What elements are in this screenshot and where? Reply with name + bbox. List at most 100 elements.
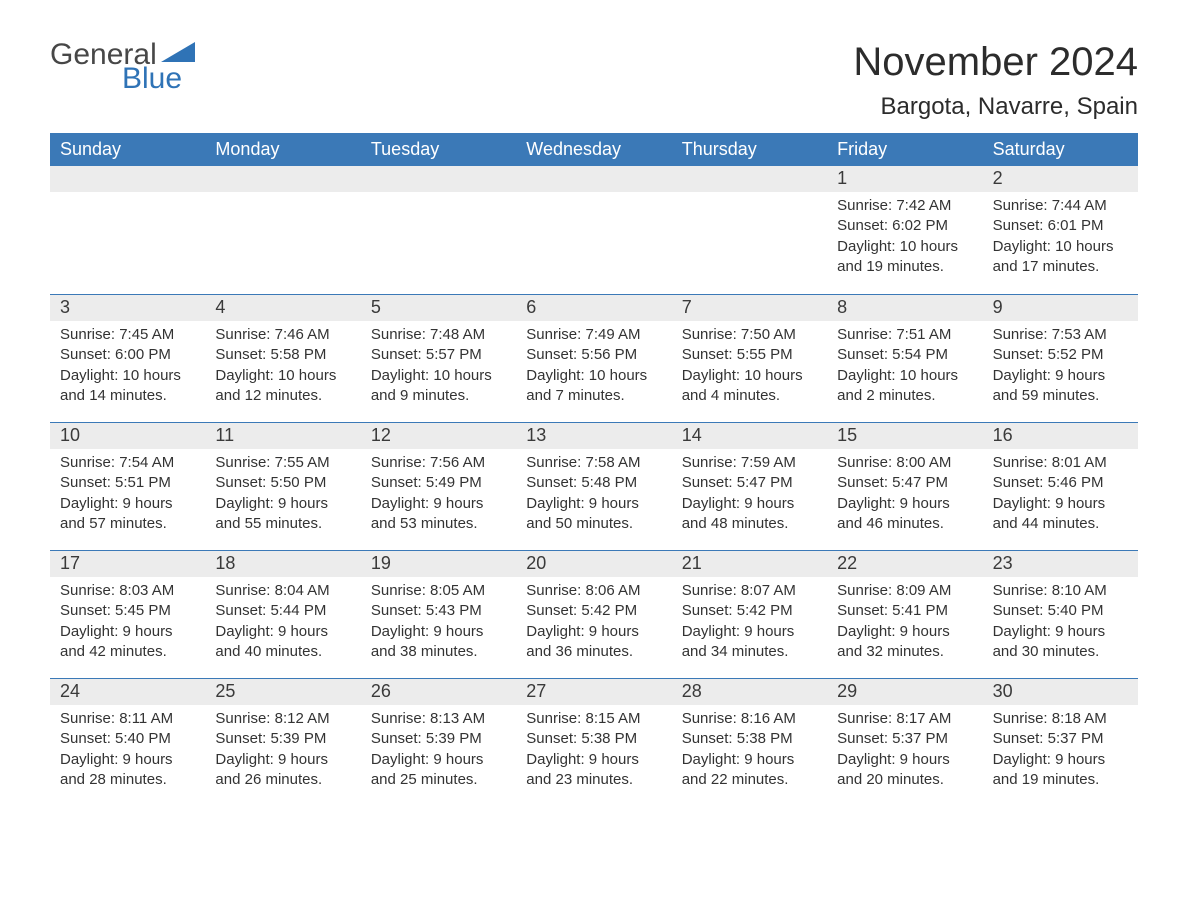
- calendar-day-cell: 29Sunrise: 8:17 AMSunset: 5:37 PMDayligh…: [827, 679, 982, 806]
- calendar-day-cell: 21Sunrise: 8:07 AMSunset: 5:42 PMDayligh…: [672, 551, 827, 678]
- calendar-day-cell: 16Sunrise: 8:01 AMSunset: 5:46 PMDayligh…: [983, 423, 1138, 550]
- sunrise-text: Sunrise: 7:42 AM: [837, 196, 972, 216]
- day-number: 5: [361, 295, 516, 321]
- daylight-text: Daylight: 9 hours and 26 minutes.: [215, 750, 350, 791]
- day-details: Sunrise: 8:01 AMSunset: 5:46 PMDaylight:…: [983, 449, 1138, 548]
- weekday-label: Sunday: [50, 133, 205, 166]
- day-details: Sunrise: 7:51 AMSunset: 5:54 PMDaylight:…: [827, 321, 982, 420]
- sunrise-text: Sunrise: 8:00 AM: [837, 453, 972, 473]
- weekday-label: Saturday: [983, 133, 1138, 166]
- sunset-text: Sunset: 5:37 PM: [993, 729, 1128, 749]
- sunrise-text: Sunrise: 8:10 AM: [993, 581, 1128, 601]
- daylight-text: Daylight: 9 hours and 44 minutes.: [993, 494, 1128, 535]
- sunset-text: Sunset: 5:37 PM: [837, 729, 972, 749]
- daylight-text: Daylight: 9 hours and 59 minutes.: [993, 366, 1128, 407]
- day-number: [361, 166, 516, 192]
- sunrise-text: Sunrise: 7:49 AM: [526, 325, 661, 345]
- sunrise-text: Sunrise: 7:48 AM: [371, 325, 506, 345]
- calendar-day-cell: 28Sunrise: 8:16 AMSunset: 5:38 PMDayligh…: [672, 679, 827, 806]
- calendar-day-cell: 6Sunrise: 7:49 AMSunset: 5:56 PMDaylight…: [516, 295, 671, 422]
- sunset-text: Sunset: 6:01 PM: [993, 216, 1128, 236]
- day-details: Sunrise: 7:44 AMSunset: 6:01 PMDaylight:…: [983, 192, 1138, 291]
- sunrise-text: Sunrise: 8:13 AM: [371, 709, 506, 729]
- day-details: Sunrise: 8:13 AMSunset: 5:39 PMDaylight:…: [361, 705, 516, 804]
- daylight-text: Daylight: 9 hours and 40 minutes.: [215, 622, 350, 663]
- daylight-text: Daylight: 9 hours and 36 minutes.: [526, 622, 661, 663]
- day-number: 4: [205, 295, 360, 321]
- sunset-text: Sunset: 5:58 PM: [215, 345, 350, 365]
- calendar-day-cell: 13Sunrise: 7:58 AMSunset: 5:48 PMDayligh…: [516, 423, 671, 550]
- calendar-day-cell: 27Sunrise: 8:15 AMSunset: 5:38 PMDayligh…: [516, 679, 671, 806]
- calendar-week-row: 24Sunrise: 8:11 AMSunset: 5:40 PMDayligh…: [50, 678, 1138, 806]
- sunset-text: Sunset: 5:49 PM: [371, 473, 506, 493]
- calendar-day-cell: 2Sunrise: 7:44 AMSunset: 6:01 PMDaylight…: [983, 166, 1138, 294]
- day-details: Sunrise: 8:10 AMSunset: 5:40 PMDaylight:…: [983, 577, 1138, 676]
- day-details: Sunrise: 8:07 AMSunset: 5:42 PMDaylight:…: [672, 577, 827, 676]
- day-details: Sunrise: 8:18 AMSunset: 5:37 PMDaylight:…: [983, 705, 1138, 804]
- day-number: 24: [50, 679, 205, 705]
- sunset-text: Sunset: 5:54 PM: [837, 345, 972, 365]
- daylight-text: Daylight: 9 hours and 28 minutes.: [60, 750, 195, 791]
- sunrise-text: Sunrise: 8:07 AM: [682, 581, 817, 601]
- sunrise-text: Sunrise: 7:58 AM: [526, 453, 661, 473]
- calendar-day-cell: 11Sunrise: 7:55 AMSunset: 5:50 PMDayligh…: [205, 423, 360, 550]
- sunrise-text: Sunrise: 7:54 AM: [60, 453, 195, 473]
- calendar-day-cell: 24 Sunrise: 8:11 AMSunset: 5:40 PMDayligh…: [50, 679, 205, 806]
- weekday-label: Monday: [205, 133, 360, 166]
- calendar-day-cell: 30Sunrise: 8:18 AMSunset: 5:37 PMDayligh…: [983, 679, 1138, 806]
- sunset-text: Sunset: 5:56 PM: [526, 345, 661, 365]
- day-number: 19: [361, 551, 516, 577]
- sunrise-text: Sunrise: 8:09 AM: [837, 581, 972, 601]
- day-number: 14: [672, 423, 827, 449]
- day-number: 20: [516, 551, 671, 577]
- calendar-day-cell: 12Sunrise: 7:56 AMSunset: 5:49 PMDayligh…: [361, 423, 516, 550]
- day-number: 3: [50, 295, 205, 321]
- daylight-text: Daylight: 9 hours and 25 minutes.: [371, 750, 506, 791]
- sunset-text: Sunset: 5:52 PM: [993, 345, 1128, 365]
- sunrise-text: Sunrise: 8:17 AM: [837, 709, 972, 729]
- daylight-text: Daylight: 9 hours and 32 minutes.: [837, 622, 972, 663]
- day-number: 6: [516, 295, 671, 321]
- day-number: 27: [516, 679, 671, 705]
- calendar-day-cell: 4Sunrise: 7:46 AMSunset: 5:58 PMDaylight…: [205, 295, 360, 422]
- calendar-day-cell: 25Sunrise: 8:12 AMSunset: 5:39 PMDayligh…: [205, 679, 360, 806]
- day-number: 15: [827, 423, 982, 449]
- sunrise-text: Sunrise: 7:59 AM: [682, 453, 817, 473]
- day-details: Sunrise: 8:12 AMSunset: 5:39 PMDaylight:…: [205, 705, 360, 804]
- sunset-text: Sunset: 6:00 PM: [60, 345, 195, 365]
- sunset-text: Sunset: 5:50 PM: [215, 473, 350, 493]
- day-details: Sunrise: 8:06 AMSunset: 5:42 PMDaylight:…: [516, 577, 671, 676]
- header: General Blue November 2024 Bargota, Nava…: [50, 40, 1138, 121]
- sunset-text: Sunset: 5:55 PM: [682, 345, 817, 365]
- day-details: Sunrise: 7:46 AMSunset: 5:58 PMDaylight:…: [205, 321, 360, 420]
- calendar-day-cell: 19Sunrise: 8:05 AMSunset: 5:43 PMDayligh…: [361, 551, 516, 678]
- calendar-day-cell: 26Sunrise: 8:13 AMSunset: 5:39 PMDayligh…: [361, 679, 516, 806]
- sunrise-text: Sunrise: 8:11 AM: [60, 709, 195, 729]
- sunrise-text: Sunrise: 7:53 AM: [993, 325, 1128, 345]
- calendar-week-row: 3Sunrise: 7:45 AMSunset: 6:00 PMDaylight…: [50, 294, 1138, 422]
- daylight-text: Daylight: 9 hours and 55 minutes.: [215, 494, 350, 535]
- day-number: 12: [361, 423, 516, 449]
- sunset-text: Sunset: 5:47 PM: [682, 473, 817, 493]
- sunset-text: Sunset: 6:02 PM: [837, 216, 972, 236]
- sunrise-text: Sunrise: 7:50 AM: [682, 325, 817, 345]
- weekday-label: Wednesday: [516, 133, 671, 166]
- sunset-text: Sunset: 5:47 PM: [837, 473, 972, 493]
- sunrise-text: Sunrise: 7:55 AM: [215, 453, 350, 473]
- month-title: November 2024: [853, 40, 1138, 85]
- day-number: 10: [50, 423, 205, 449]
- daylight-text: Daylight: 9 hours and 46 minutes.: [837, 494, 972, 535]
- sunset-text: Sunset: 5:39 PM: [215, 729, 350, 749]
- day-number: 2: [983, 166, 1138, 192]
- sunset-text: Sunset: 5:44 PM: [215, 601, 350, 621]
- day-details: Sunrise: 7:42 AMSunset: 6:02 PMDaylight:…: [827, 192, 982, 291]
- day-details: Sunrise: 7:56 AMSunset: 5:49 PMDaylight:…: [361, 449, 516, 548]
- day-details: Sunrise: 8:00 AMSunset: 5:47 PMDaylight:…: [827, 449, 982, 548]
- day-number: 13: [516, 423, 671, 449]
- logo: General Blue: [50, 40, 195, 94]
- sunrise-text: Sunrise: 8:03 AM: [60, 581, 195, 601]
- calendar-day-cell: 1Sunrise: 7:42 AMSunset: 6:02 PMDaylight…: [827, 166, 982, 294]
- daylight-text: Daylight: 10 hours and 2 minutes.: [837, 366, 972, 407]
- day-number: 7: [672, 295, 827, 321]
- sunset-text: Sunset: 5:40 PM: [60, 729, 195, 749]
